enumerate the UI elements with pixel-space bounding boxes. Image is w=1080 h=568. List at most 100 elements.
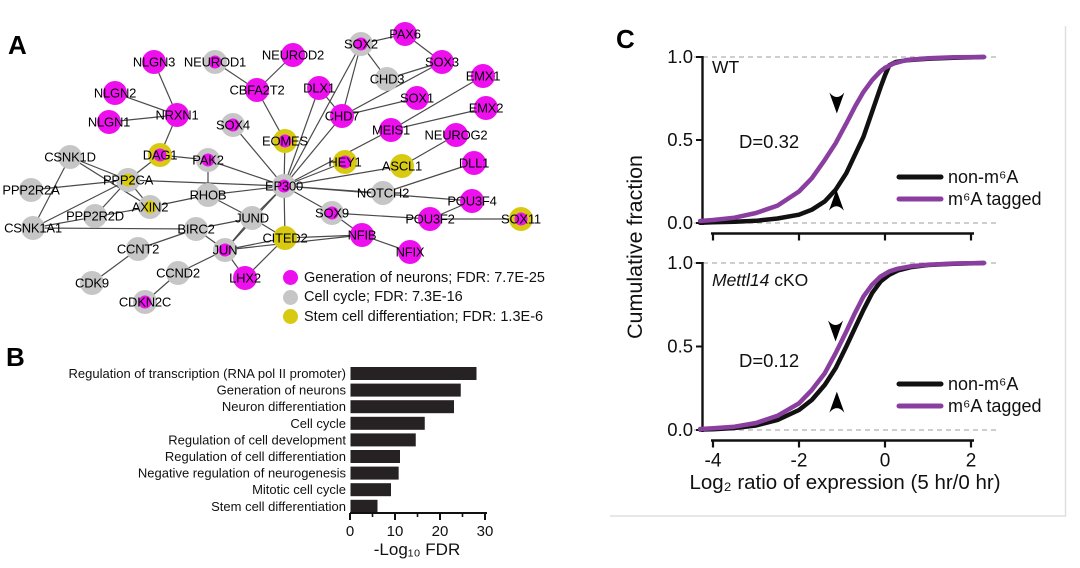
network-node-label: SOX2 [344,37,378,52]
network-node-label: CCND2 [156,266,200,281]
network-node [471,64,495,88]
network-node-label: SOX3 [425,55,459,70]
network-node-label: JUN [213,243,238,258]
network-node-label: NFIX [396,245,425,260]
legend-label: m⁶A tagged [948,189,1041,209]
network-node-label: NEUROG2 [425,128,488,143]
cdf-curve-m6a-tagged [697,54,987,224]
network-node-label: NEUROD1 [184,55,246,70]
bar-category-label: Regulation of cell differentiation [165,449,346,464]
y-axis-title: Cumulative fraction [623,155,647,339]
network-node [166,261,190,285]
network-node-label: SOX11 [501,212,541,227]
network-edge [283,43,362,187]
gene-network-diagram: NLGN3 NEUROD1 NLGN2 NRXN1 NLGN1 CBFA2T2 NEUROD… [2,22,541,314]
network-node [184,217,208,241]
bar-category-label: Generation of neurons [217,383,347,398]
network-node-label: EP300 [265,179,303,194]
network-node-label: JUND [235,211,269,226]
network-node-label: ASCL1 [382,159,422,174]
network-edge [283,115,343,187]
bar [350,400,454,414]
network-node-label: CITED2 [262,231,307,246]
y-axis-tick-label: 0.0 [667,419,693,440]
network-node-label: HEY1 [328,155,361,170]
network-node [375,67,399,91]
ks-distance-arrowhead [829,92,845,114]
legend-label: Cell cycle; FDR: 7.3E-16 [304,289,463,306]
network-node-label: POU3F4 [447,194,496,209]
ks-distance-arrowhead [829,391,845,413]
network-node [338,155,352,169]
network-node-label: NLGN3 [133,55,175,70]
y-axis-tick-label: 0.5 [667,336,693,357]
network-edge [207,159,285,187]
x-axis-tick-label: 0 [880,451,891,472]
network-edge [32,179,129,229]
network-node-label: EOMES [262,134,308,149]
x-axis-tick-label: -4 [705,451,722,472]
network-edge [390,107,487,131]
network-edge [390,75,484,131]
network-node [354,37,368,51]
network-node-label: NLGN2 [94,86,136,101]
network-node-label: CHD7 [325,109,360,124]
network-node-label: LHX2 [229,271,261,286]
network-node-label: CSNK1A1 [4,221,62,236]
network-edge [69,156,151,208]
ks-statistic-label: D=0.32 [739,131,799,152]
network-node-label: PPP2CA [103,173,154,188]
network-node [143,200,157,214]
network-node-label: CSNK1D [44,150,96,165]
network-node-label: CCNT2 [117,242,159,257]
bar-category-label: Mitotic cell cycle [252,482,346,497]
network-node [165,103,189,127]
network-legend: Generation of neurons; FDR: 7.7E-25 Cell … [283,268,545,327]
network-node [514,212,528,226]
axis-tick-label: 10 [387,523,404,540]
network-node-label: NOTCH2 [357,186,409,201]
x-axis-title: -Log₁₀ FDR [374,540,460,559]
network-node-label: POU3F2 [405,212,454,227]
network-node [153,148,167,162]
bar-category-label: Neuron differentiation [222,399,346,414]
axis-tick-label: 30 [477,523,494,540]
network-node-label: CDK9 [75,276,109,291]
network-legend-item: Cell cycle; FDR: 7.3E-16 [283,288,545,308]
network-node-label: MEIS1 [372,123,410,138]
legend-label: Stem cell differentiation; FDR: 1.3E-6 [304,308,544,325]
network-node [83,204,107,228]
network-node [278,134,292,148]
bar-category-label: Cell cycle [290,416,346,431]
network-node [218,243,232,257]
x-axis-tick-label: 2 [966,451,977,472]
network-node [103,81,127,105]
network-node [21,216,45,240]
bar-category-label: Regulation of transcription (RNA pol II … [69,366,346,381]
bar-category-label: Negative regulation of neurogenesis [138,466,347,481]
network-node [142,50,166,74]
network-node-label: AXIN2 [132,200,169,215]
network-node-label: PPP2R2D [66,209,124,224]
network-node-label: PAX6 [389,27,420,42]
network-node-label: BIRC2 [177,222,214,237]
network-node-label: EMX1 [466,69,501,84]
network-node-label: PAK2 [192,153,223,168]
network-node-label: DLL1 [459,156,489,171]
network-node [201,153,215,167]
y-axis-tick-label: 0.0 [667,212,693,233]
network-node [121,173,135,187]
network-node-label: DLX1 [303,81,335,96]
network-node [126,237,150,261]
axis-tick-label: 20 [432,523,449,540]
network-edge [331,212,431,220]
network-edge [32,227,197,230]
network-edge [283,165,403,187]
network-node [371,181,395,205]
network-node [350,223,374,247]
network-node [418,207,442,231]
network-edge [382,162,475,194]
network-node [398,240,422,264]
network-edge [341,43,362,117]
